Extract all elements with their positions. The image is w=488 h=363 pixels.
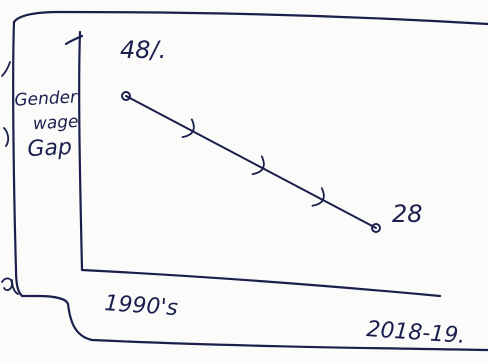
series-line [125,95,377,229]
data-label-1: 48/. [120,36,166,64]
data-point-2 [371,223,381,233]
direction-arrow-1 [181,118,195,138]
y-axis [78,30,84,272]
cutoff-mark-bottom [1,277,19,295]
cutoff-mark-mid [3,127,10,147]
ylabel-line-3: Gap [27,135,73,162]
frame-left-line [12,20,40,298]
cutoff-mark-top [1,61,11,77]
x-tick-label-start: 1990's [104,291,179,321]
x-tick-label-end: 2018-19. [366,317,466,349]
x-axis [80,268,442,298]
frame-top-line [12,10,488,26]
frame-bottom-line [36,294,488,352]
data-label-2: 28 [392,200,423,228]
data-point-1 [121,91,131,101]
ylabel-line-1: Gender [14,87,79,110]
series-layer: 48/. 28 [120,36,423,233]
direction-arrow-3 [311,187,325,207]
ylabel-line-2: wage [32,112,79,134]
direction-arrow-2 [251,155,265,175]
